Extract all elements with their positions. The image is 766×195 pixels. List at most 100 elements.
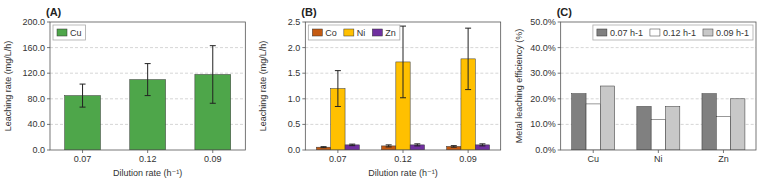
plot-frame [305,22,500,150]
tick-mark [302,22,305,23]
error-bar [400,26,406,98]
plot-frame [50,22,245,150]
error-line [82,84,83,107]
error-bar [451,146,457,148]
legend-label: 0.09 h-1 [716,28,749,38]
legend-label: Co [325,28,337,38]
figure: 0.040.080.0120.0160.0200.00.070.120.09(A… [0,0,766,195]
plot-area [316,26,489,150]
bar [316,147,330,150]
bar [665,106,679,150]
x-tick-mark [468,150,469,153]
tick-label: 1.5 [288,68,301,78]
legend-swatch [703,29,713,36]
error-bar [145,64,151,96]
error-line [403,26,404,98]
error-cap [321,147,327,148]
y-axis-label: Leaching rate (mg/L/h) [3,41,13,132]
tick-mark [302,124,305,125]
tick-mark [558,150,561,151]
legend-label: 0.12 h-1 [663,28,696,38]
tick-mark [302,47,305,48]
legend-swatch [372,29,382,36]
grid-line [561,98,756,99]
title: (C) [557,6,573,18]
tick-label: 2.0 [288,43,301,53]
tick-mark [47,124,50,125]
bar [410,145,424,150]
x-tick-mark [403,150,404,153]
x-tick-mark [212,150,213,153]
x-tick-label: Cu [587,154,599,164]
legend-swatch [344,29,354,36]
legend-swatch [312,29,322,36]
x-axis-label: Dilution rate (h⁻¹) [113,168,182,178]
x-tick-label: Zn [718,154,729,164]
error-cap [321,146,327,147]
bar [651,119,665,150]
tick-mark [558,124,561,125]
error-cap [335,106,341,107]
tick-label: 0.0% [535,145,556,155]
error-cap [465,28,471,29]
bar [702,94,716,150]
bar [600,86,614,150]
tick-mark [302,98,305,99]
tick-label: 10.0% [530,119,556,129]
error-cap [386,144,392,145]
error-cap [451,145,457,146]
tick-label: 20.0% [530,94,556,104]
tick-label: 2.5 [288,17,301,27]
tick-mark [47,73,50,74]
title: (A) [46,6,62,18]
error-cap [80,84,86,85]
grid-line [50,47,245,48]
x-tick-mark [147,150,148,153]
plot-area [65,46,231,150]
error-bar [465,28,471,89]
tick-label: 0.5 [288,119,301,129]
tick-label: 30.0% [530,68,556,78]
legend: Cu [53,25,86,40]
legend-swatch [57,29,67,36]
tick-label: 80.0 [27,94,45,104]
bar [586,104,600,150]
error-cap [349,145,355,146]
tick-mark [558,73,561,74]
error-cap [479,143,485,144]
error-cap [335,70,341,71]
bar [716,117,730,150]
tick-mark [558,98,561,99]
error-bar [349,144,355,146]
x-tick-label: 0.12 [394,154,412,164]
legend-label: Cu [70,28,82,38]
legend-swatch [650,29,660,36]
tick-mark [302,150,305,151]
grid-line [561,47,756,48]
legend-label: 0.07 h-1 [610,28,643,38]
error-cap [145,63,151,64]
x-tick-mark [658,150,659,153]
legend-label: Ni [357,28,366,38]
error-cap [210,103,216,104]
tick-label: 40.0 [27,119,45,129]
tick-label: 50.0% [530,17,556,27]
x-tick-mark [82,150,83,153]
y-axis-label: Metal leaching efficiency (%) [514,29,524,143]
error-bar [386,145,392,147]
tick-mark [47,47,50,48]
error-cap [80,107,86,108]
legend-box [593,25,753,40]
bar [345,145,359,150]
x-tick-label: 0.09 [204,154,222,164]
error-line [147,64,148,96]
error-bar [80,84,86,107]
error-bar [414,144,420,146]
x-tick-label: Ni [654,154,663,164]
error-cap [400,97,406,98]
bar [447,146,461,150]
tick-label: 0.0 [32,145,45,155]
x-tick-label: 0.12 [139,154,157,164]
bar [572,94,586,150]
legend-box [53,25,86,40]
